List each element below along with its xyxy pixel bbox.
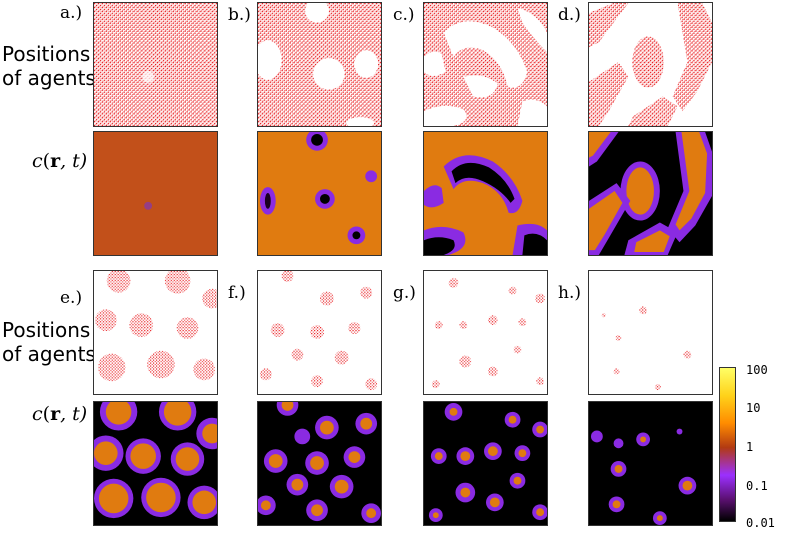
concentration-panel-h: [588, 401, 713, 526]
agents-plot-a: [94, 3, 217, 126]
rest-symbol: , t): [60, 403, 88, 425]
row-label-concentration-bottom: c(r, t): [32, 403, 87, 425]
row-label-line1: Positions: [2, 318, 91, 342]
colorbar-tick-0.1: 0.1: [746, 479, 768, 493]
row-label-positions-bottom: Positions of agents: [2, 318, 96, 366]
concentration-plot-c: [424, 132, 547, 255]
row-label-line2: of agents: [2, 342, 96, 366]
panel-label-d: d.): [558, 5, 581, 25]
concentration-panel-d: [588, 131, 713, 256]
agents-plot-f: [258, 271, 381, 394]
row-label-line2: of agents: [2, 66, 96, 90]
colorbar-tick-0.01: 0.01: [746, 516, 775, 530]
rest-symbol: , t): [60, 150, 88, 172]
concentration-plot-e: [94, 402, 217, 525]
agents-plot-d: [589, 3, 712, 126]
agents-panel-f: [257, 270, 382, 395]
concentration-panel-c: [423, 131, 548, 256]
concentration-plot-a: [94, 132, 217, 255]
agents-panel-g: [423, 270, 548, 395]
colorbar-tick-100: 100: [746, 363, 768, 377]
c-symbol: c: [32, 150, 43, 172]
r-symbol: r: [50, 150, 61, 172]
panel-label-h: h.): [558, 283, 581, 303]
concentration-panel-g: [423, 401, 548, 526]
colorbar: [719, 367, 736, 522]
agents-panel-c: [423, 2, 548, 127]
concentration-panel-e: [93, 401, 218, 526]
agents-panel-a: [93, 2, 218, 127]
agents-plot-c: [424, 3, 547, 126]
agents-plot-e: [94, 271, 217, 394]
agents-plot-b: [258, 3, 381, 126]
colorbar-tick-10: 10: [746, 401, 761, 415]
agents-plot-h: [589, 271, 712, 394]
agents-panel-d: [588, 2, 713, 127]
r-symbol: r: [50, 403, 61, 425]
row-label-line1: Positions: [2, 42, 91, 66]
agents-plot-g: [424, 271, 547, 394]
open-paren: (: [42, 150, 51, 172]
row-label-concentration-top: c(r, t): [32, 150, 87, 172]
concentration-panel-f: [257, 401, 382, 526]
panel-label-e: e.): [60, 288, 83, 308]
concentration-plot-b: [258, 132, 381, 255]
panel-label-c: c.): [393, 5, 415, 25]
agents-panel-h: [588, 270, 713, 395]
concentration-panel-b: [257, 131, 382, 256]
concentration-plot-h: [589, 402, 712, 525]
concentration-plot-g: [424, 402, 547, 525]
colorbar-tick-1: 1: [746, 440, 754, 454]
panel-label-b: b.): [228, 5, 251, 25]
agents-panel-e: [93, 270, 218, 395]
agents-panel-b: [257, 2, 382, 127]
c-symbol: c: [32, 403, 43, 425]
concentration-panel-a: [93, 131, 218, 256]
panel-label-g: g.): [393, 283, 416, 303]
row-label-positions-top: Positions of agents: [2, 42, 96, 90]
concentration-plot-f: [258, 402, 381, 525]
colorbar-gradient: [720, 368, 735, 521]
panel-label-f: f.): [228, 283, 246, 303]
concentration-plot-d: [589, 132, 712, 255]
open-paren: (: [42, 403, 51, 425]
panel-label-a: a.): [60, 3, 83, 23]
